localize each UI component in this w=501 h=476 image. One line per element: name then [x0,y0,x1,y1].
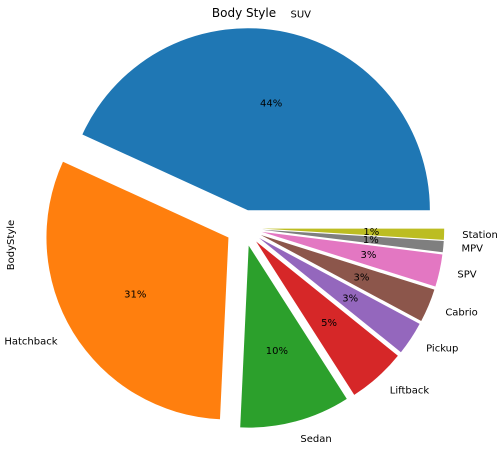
slice-label-cabrio: Cabrio [445,308,477,319]
slice-label-hatchback: Hatchback [4,337,57,348]
slice-percent-hatchback: 31% [124,289,146,300]
slice-percent-station: 1% [363,227,379,238]
slice-label-suv: SUV [291,10,312,21]
slice-percent-cabrio: 3% [353,272,369,283]
pie-slice-mpv [262,229,444,253]
pie-slice-station [262,228,445,240]
pie-slice-sedan [240,245,347,428]
chart-title: Body Style [212,6,276,20]
y-axis-label: BodyStyle [6,220,17,270]
slice-label-liftback: Liftback [390,386,430,397]
slice-percent-pickup: 3% [342,293,358,304]
slice-percent-suv: 44% [260,99,282,110]
slice-label-mpv: MPV [461,243,483,254]
pie-slice-liftback [256,241,398,395]
pie-slice-hatchback [46,161,229,420]
slice-percent-mpv: 1% [363,235,379,246]
slice-label-station: Station [462,230,498,241]
slice-label-sedan: Sedan [300,434,331,445]
slice-label-spv: SPV [457,270,476,281]
pie-slice-suv [82,28,430,211]
pie-slices [46,28,445,428]
slice-label-pickup: Pickup [426,344,458,355]
pie-slice-cabrio [260,235,435,321]
slice-percent-sedan: 10% [266,346,288,357]
pie-labels: SUV 44% Hatchback 31% Sedan 10% Liftback 5% Pick… [4,10,498,445]
slice-percent-spv: 3% [361,250,377,261]
pie-slice-spv [261,231,443,287]
slice-percent-liftback: 5% [321,318,337,329]
pie-slice-pickup [259,238,420,353]
